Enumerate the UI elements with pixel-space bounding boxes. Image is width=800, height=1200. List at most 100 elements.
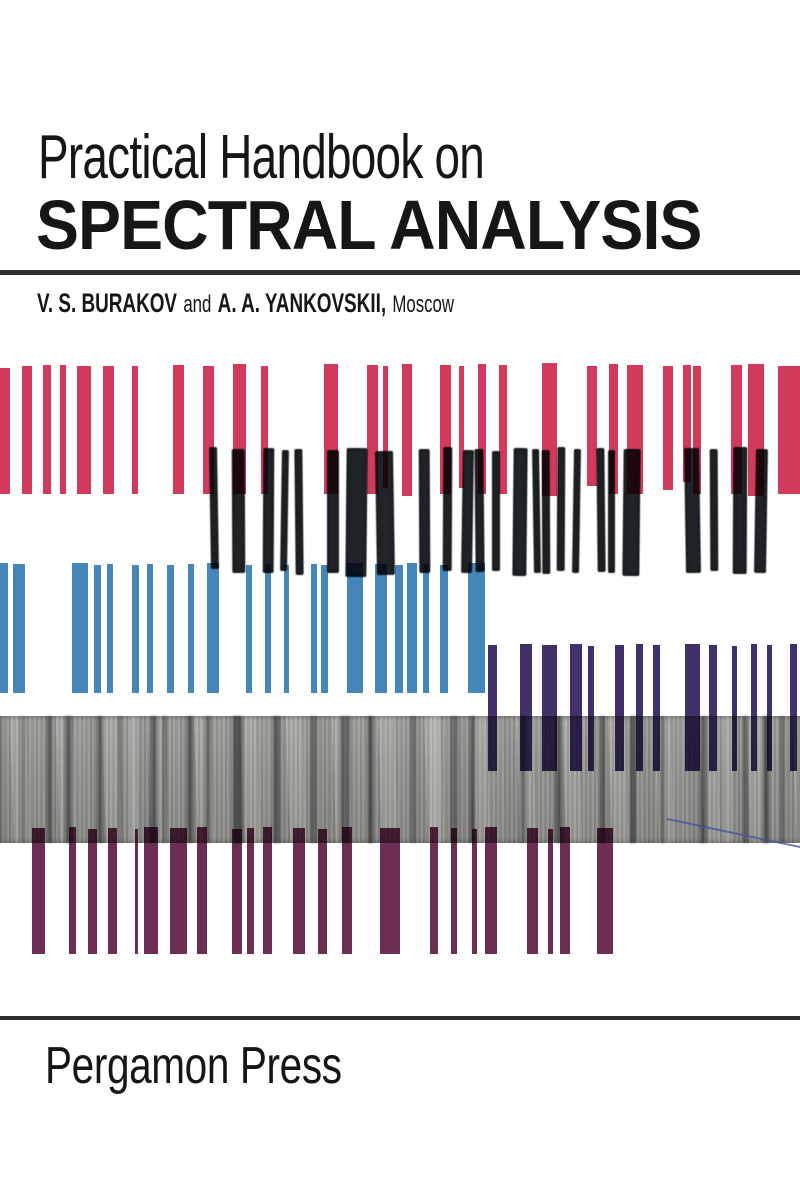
spectrogram-streak xyxy=(700,716,707,843)
spectrogram-streak xyxy=(743,716,748,843)
red-spectrum-band-bar xyxy=(693,366,701,494)
gray-photo-strip xyxy=(0,716,800,849)
spectrogram-streak xyxy=(600,716,605,843)
black-spectrum-band xyxy=(0,446,800,578)
violet-spectrum-band xyxy=(0,644,800,771)
plum-spectrum-band-bar xyxy=(472,829,477,954)
spectrogram-streak xyxy=(150,716,157,843)
violet-spectrum-band-bar xyxy=(542,645,557,771)
plum-spectrum-band-bar xyxy=(485,827,497,954)
blue-spectrum-band-bar xyxy=(284,565,289,693)
spectrogram-streak xyxy=(130,716,138,843)
plum-spectrum-band-bar xyxy=(88,829,97,954)
spectrogram-streak xyxy=(724,716,732,843)
plum-spectrum-band-bar xyxy=(430,827,438,954)
black-spectrum-band-bar xyxy=(418,448,431,574)
black-spectrum-band-bar xyxy=(596,447,606,573)
red-spectrum-band-bar xyxy=(77,366,91,494)
blue-spectrum-band xyxy=(0,563,800,693)
black-spectrum-band-bar xyxy=(709,448,719,572)
author-name-1: V. S. BURAKOV xyxy=(37,288,178,318)
violet-spectrum-band-bar xyxy=(790,644,797,771)
red-spectrum-band-bar xyxy=(203,366,214,494)
violet-spectrum-band-bar xyxy=(488,645,497,771)
red-spectrum-band-bar xyxy=(367,365,378,494)
plum-spectrum-band-bar xyxy=(144,827,158,954)
blue-spectrum-band-bar xyxy=(423,564,429,693)
black-spectrum-band-bar xyxy=(474,448,485,573)
author-name-2: A. A. YANKOVSKII, xyxy=(217,288,387,318)
blue-spectrum-band-bar xyxy=(72,563,88,693)
black-spectrum-band-bar xyxy=(280,449,289,572)
blue-spectrum-band-bar xyxy=(188,564,194,693)
plum-spectrum-band-bar xyxy=(548,829,553,954)
red-spectrum-band-bar xyxy=(22,366,32,494)
red-spectrum-band-bar xyxy=(499,365,507,494)
author-city: Moscow xyxy=(392,291,454,318)
plum-spectrum-band-bar xyxy=(232,829,242,954)
black-spectrum-band-bar xyxy=(461,449,474,574)
black-spectrum-band-bar xyxy=(294,448,304,576)
spectrogram-streak xyxy=(340,716,350,843)
red-spectrum-band-bar xyxy=(609,364,618,494)
spectrogram-streak xyxy=(763,716,769,843)
blue-spectrum-band-bar xyxy=(321,565,328,693)
violet-spectrum-band-bar xyxy=(767,645,772,771)
blue-spectrum-band-bar xyxy=(347,563,363,693)
plum-spectrum-band-bar xyxy=(197,827,207,954)
spectrogram-streak xyxy=(368,716,373,843)
spectrogram-streak xyxy=(118,716,122,843)
spectrogram-streak xyxy=(20,716,26,843)
plum-spectrum-band xyxy=(0,827,800,954)
black-spectrum-band-bar xyxy=(572,448,581,574)
black-spectrum-band-bar xyxy=(209,446,219,570)
black-spectrum-band-bar xyxy=(375,450,395,576)
spectrogram-streak xyxy=(430,716,439,843)
spectrogram-streak xyxy=(162,716,167,843)
plum-spectrum-band-bar xyxy=(247,828,254,954)
blue-spectrum-band-bar xyxy=(207,563,219,693)
red-spectrum-band-bar xyxy=(103,366,114,494)
plum-spectrum-band-bar xyxy=(69,827,76,954)
black-spectrum-band-bar xyxy=(231,448,246,574)
blue-spectrum-band-bar xyxy=(440,565,448,693)
red-spectrum-band-bar xyxy=(0,368,10,494)
blue-spectrum-band-bar xyxy=(0,563,8,693)
blue-spectrum-band-bar xyxy=(395,565,403,693)
plum-spectrum-band-bar xyxy=(263,827,272,954)
blue-spectrum-band-bar xyxy=(107,564,113,693)
red-spectrum-band-bar xyxy=(731,365,742,494)
spectrogram-streak xyxy=(555,716,562,843)
spectrogram-streak xyxy=(450,716,458,843)
red-spectrum-band-bar xyxy=(173,365,184,494)
black-spectrum-band-bar xyxy=(492,451,500,571)
blue-spectrum-band-bar xyxy=(94,565,101,693)
blue-spectrum-band-bar xyxy=(13,564,25,693)
spectrogram-streak xyxy=(47,716,52,843)
black-spectrum-band-bar xyxy=(345,447,368,578)
black-spectrum-band-bar xyxy=(541,449,551,575)
plum-spectrum-band-bar xyxy=(318,829,327,954)
violet-spectrum-band-bar xyxy=(636,644,643,771)
spectrogram-streak xyxy=(780,716,784,843)
spectrogram-streak xyxy=(233,716,243,843)
black-spectrum-band-bar xyxy=(532,448,541,574)
blue-spectrum-band-bar xyxy=(132,565,139,693)
spectrogram-streak xyxy=(65,716,72,843)
spectrogram-streak xyxy=(273,716,280,843)
violet-spectrum-band-bar xyxy=(685,644,700,771)
bottom-divider-rule xyxy=(0,1016,800,1020)
red-spectrum-band-bar xyxy=(60,365,66,494)
red-spectrum-band-bar xyxy=(383,366,388,488)
black-spectrum-band-bar xyxy=(684,447,701,574)
red-spectrum-band-bar xyxy=(478,364,486,494)
black-spectrum-band-bar xyxy=(262,447,275,574)
red-spectrum-band-bar xyxy=(261,366,268,494)
plum-spectrum-band-bar xyxy=(560,827,570,954)
violet-spectrum-band-bar xyxy=(615,645,624,771)
book-title-line2: SPECTRAL ANALYSIS xyxy=(36,186,702,264)
top-divider-rule xyxy=(0,270,800,275)
spectrogram-streak xyxy=(97,716,103,843)
violet-spectrum-band-bar xyxy=(732,646,737,771)
